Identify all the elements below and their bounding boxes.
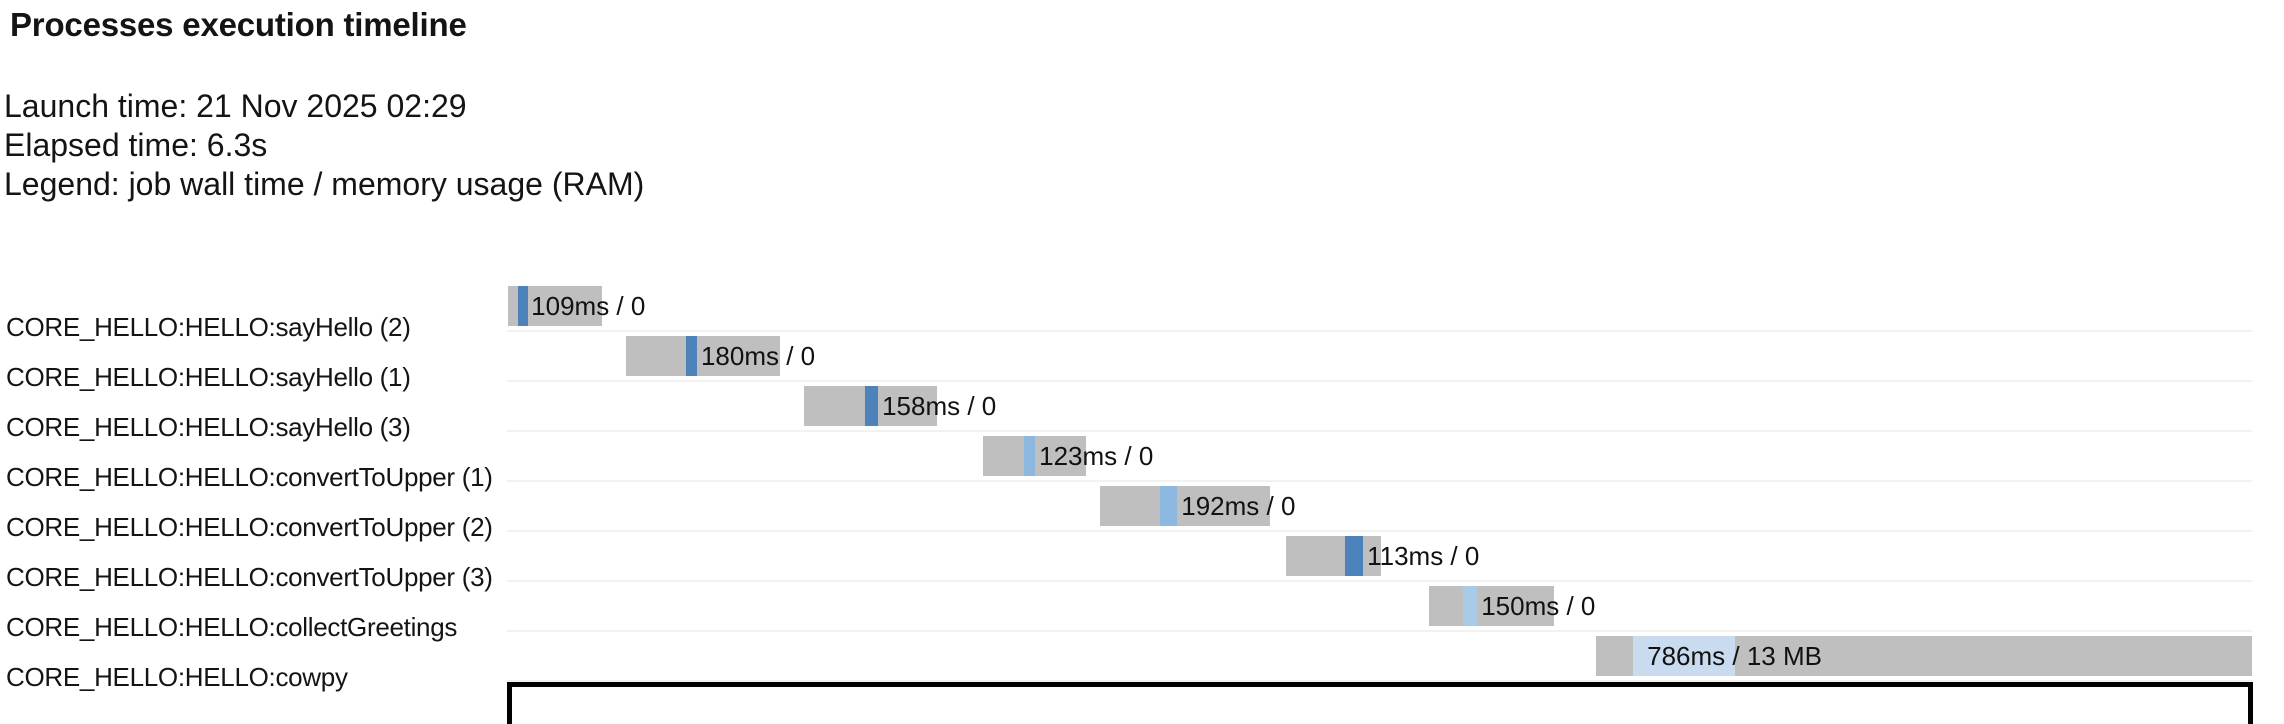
row-separator bbox=[507, 380, 2252, 382]
elapsed-time-line: Elapsed time: 6.3s bbox=[4, 127, 268, 163]
task-label: CORE_HELLO:HELLO:sayHello (3) bbox=[6, 412, 411, 442]
task-label: CORE_HELLO:HELLO:sayHello (1) bbox=[6, 362, 411, 392]
task-run-segment bbox=[865, 386, 879, 426]
task-run-segment bbox=[1160, 486, 1178, 526]
row-separator bbox=[507, 580, 2252, 582]
task-run-segment bbox=[685, 336, 697, 376]
row-separator bbox=[507, 330, 2252, 332]
row-separator bbox=[507, 630, 2252, 632]
task-label: CORE_HELLO:HELLO:convertToUpper (1) bbox=[6, 462, 493, 492]
task-value-label: 192ms / 0 bbox=[1181, 491, 1296, 521]
task-run-segment bbox=[1024, 436, 1036, 476]
task-bar bbox=[626, 336, 781, 376]
task-value-label: 180ms / 0 bbox=[700, 341, 816, 371]
task-value-label: 113ms / 0 bbox=[1367, 541, 1480, 571]
task-value-label: 158ms / 0 bbox=[882, 391, 997, 421]
task-bar bbox=[1286, 536, 1382, 576]
task-label: CORE_HELLO:HELLO:cowpy bbox=[6, 662, 348, 692]
task-label: CORE_HELLO:HELLO:convertToUpper (3) bbox=[6, 562, 493, 592]
task-label: CORE_HELLO:HELLO:convertToUpper (2) bbox=[6, 512, 493, 542]
legend-line: Legend: job wall time / memory usage (RA… bbox=[4, 166, 645, 202]
launch-time-line: Launch time: 21 Nov 2025 02:29 bbox=[4, 88, 467, 124]
row-separator bbox=[507, 480, 2252, 482]
row-separator bbox=[507, 530, 2252, 532]
task-run-segment bbox=[1633, 636, 1736, 676]
task-label: CORE_HELLO:HELLO:sayHello (2) bbox=[6, 312, 411, 342]
task-run-segment bbox=[1463, 586, 1477, 626]
task-label: CORE_HELLO:HELLO:collectGreetings bbox=[6, 612, 458, 642]
report-meta: Launch time: 21 Nov 2025 02:29 Elapsed t… bbox=[4, 87, 644, 204]
task-bar bbox=[1429, 586, 1555, 626]
task-value-label: 150ms / 0 bbox=[1481, 591, 1596, 621]
row-separator bbox=[507, 680, 2252, 682]
task-value-label: 109ms / 0 bbox=[531, 291, 646, 321]
row-separator bbox=[507, 430, 2252, 432]
task-value-label: 123ms / 0 bbox=[1039, 441, 1154, 471]
page-title: Processes execution timeline bbox=[10, 6, 467, 43]
task-bar bbox=[1100, 486, 1271, 526]
task-value-label: 786ms / 13 MB bbox=[1647, 641, 1822, 671]
time-axis-box bbox=[507, 682, 2253, 724]
task-run-segment bbox=[518, 286, 529, 326]
task-run-segment bbox=[1345, 536, 1364, 576]
